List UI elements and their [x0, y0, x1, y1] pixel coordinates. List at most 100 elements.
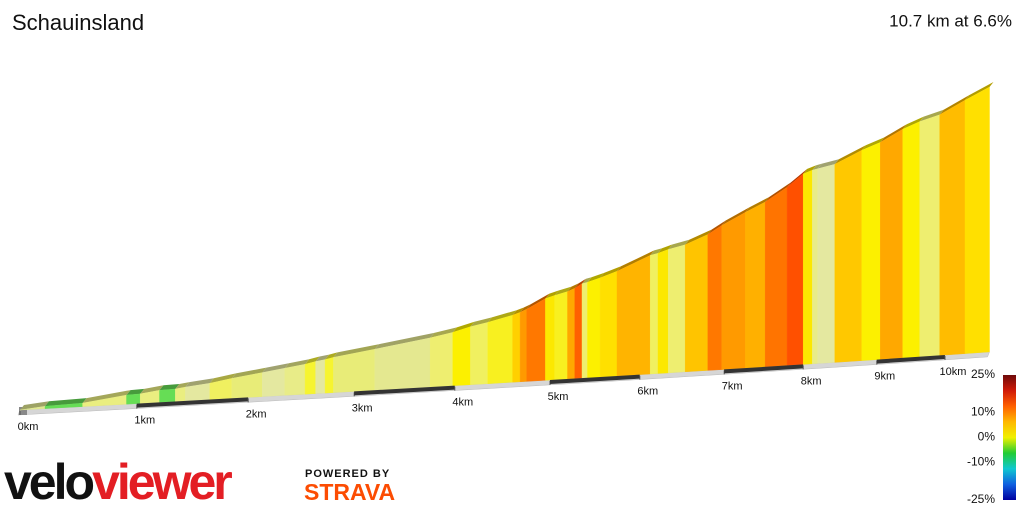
x-tick-label: 3km: [352, 402, 373, 414]
segment: [324, 357, 334, 394]
segment-top: [45, 398, 87, 407]
segment-top: [140, 385, 164, 394]
segment: [616, 255, 651, 377]
segment: [657, 249, 669, 374]
segment-top: [430, 327, 457, 338]
segment: [902, 121, 920, 359]
segment-top: [574, 278, 586, 289]
segment: [765, 186, 788, 368]
segment: [567, 287, 575, 380]
km-bar: [136, 397, 249, 408]
logo-viewer: viewer: [92, 454, 232, 510]
segment: [315, 359, 326, 394]
powered-by: POWERED BY: [305, 468, 390, 480]
segment-top: [20, 401, 49, 410]
segment-top: [374, 332, 435, 350]
segment-top: [315, 354, 330, 362]
segment: [304, 361, 316, 395]
segment-top: [159, 384, 180, 391]
segment-top: [175, 382, 190, 389]
segment: [817, 164, 835, 364]
segment: [284, 364, 306, 396]
km-bar: [724, 364, 804, 374]
segment-top: [812, 163, 822, 171]
x-tick-label: 10km: [940, 366, 967, 378]
colorbar: [1003, 375, 1016, 500]
segment-top: [919, 109, 944, 122]
segment-top: [787, 168, 808, 188]
segment: [786, 173, 804, 366]
x-tick-label: 5km: [548, 391, 569, 403]
segment: [919, 114, 940, 357]
colorbar-label: 10%: [971, 405, 995, 419]
segment: [126, 393, 141, 405]
x-tick-label: 9km: [874, 371, 895, 383]
segment: [685, 234, 708, 373]
segment-top: [554, 286, 572, 296]
segment-top: [707, 220, 726, 235]
segment: [526, 298, 546, 382]
summary: 10.7 km at 6.6%: [889, 11, 1012, 30]
segment-top: [939, 95, 969, 115]
colorbar-label: 25%: [971, 367, 995, 381]
start-block: [19, 407, 27, 415]
segment-top: [333, 344, 379, 358]
segment-top: [817, 159, 839, 169]
segment-top: [965, 82, 994, 101]
segment: [964, 86, 990, 354]
segment: [470, 322, 488, 385]
segment-top: [126, 388, 145, 396]
segment: [175, 386, 186, 402]
segment-top: [765, 182, 792, 202]
segment: [599, 271, 618, 378]
segment-top: [600, 266, 621, 278]
segment-top: [902, 116, 924, 130]
segment-top: [209, 373, 236, 384]
km-bar: [354, 385, 455, 396]
x-tick-label: 2km: [246, 408, 267, 420]
segment: [812, 168, 818, 365]
segment-top: [745, 197, 770, 213]
segment-top: [526, 293, 550, 310]
segment: [650, 253, 659, 375]
segment-top: [587, 272, 605, 283]
segment: [861, 142, 881, 361]
x-tick-label: 8km: [801, 375, 822, 387]
segment: [581, 282, 588, 379]
segment: [430, 332, 453, 388]
segment: [745, 201, 766, 369]
segment: [159, 388, 176, 403]
segment-top: [582, 277, 592, 284]
segment-top: [880, 124, 907, 143]
segment: [512, 312, 521, 383]
segment-top: [721, 207, 750, 226]
segment: [707, 225, 722, 371]
segment: [554, 291, 568, 380]
segment-top: [231, 367, 267, 379]
segment: [262, 367, 285, 397]
colorbar-label: 0%: [978, 430, 996, 444]
segment: [939, 99, 966, 356]
segment-top: [470, 317, 492, 327]
km-bar: [549, 374, 640, 384]
segment: [587, 277, 601, 379]
segment-top: [305, 356, 320, 365]
segment-top: [617, 250, 655, 272]
segment-top: [520, 304, 531, 313]
segment-top: [325, 352, 338, 360]
chart-title: Schauinsland: [12, 10, 144, 35]
segment: [519, 308, 527, 383]
segment: [834, 149, 862, 363]
segment-top: [567, 283, 579, 292]
segment-top: [834, 145, 866, 165]
x-tick-label: 7km: [722, 380, 743, 392]
segment-top: [658, 244, 673, 254]
x-tick-label: 1km: [134, 415, 155, 427]
x-tick-label: 0km: [18, 421, 39, 433]
colorbar-label: -10%: [967, 455, 995, 469]
segment: [574, 283, 583, 379]
segment-top: [452, 321, 475, 333]
segment-top: [685, 229, 712, 245]
segment-top: [82, 390, 131, 404]
